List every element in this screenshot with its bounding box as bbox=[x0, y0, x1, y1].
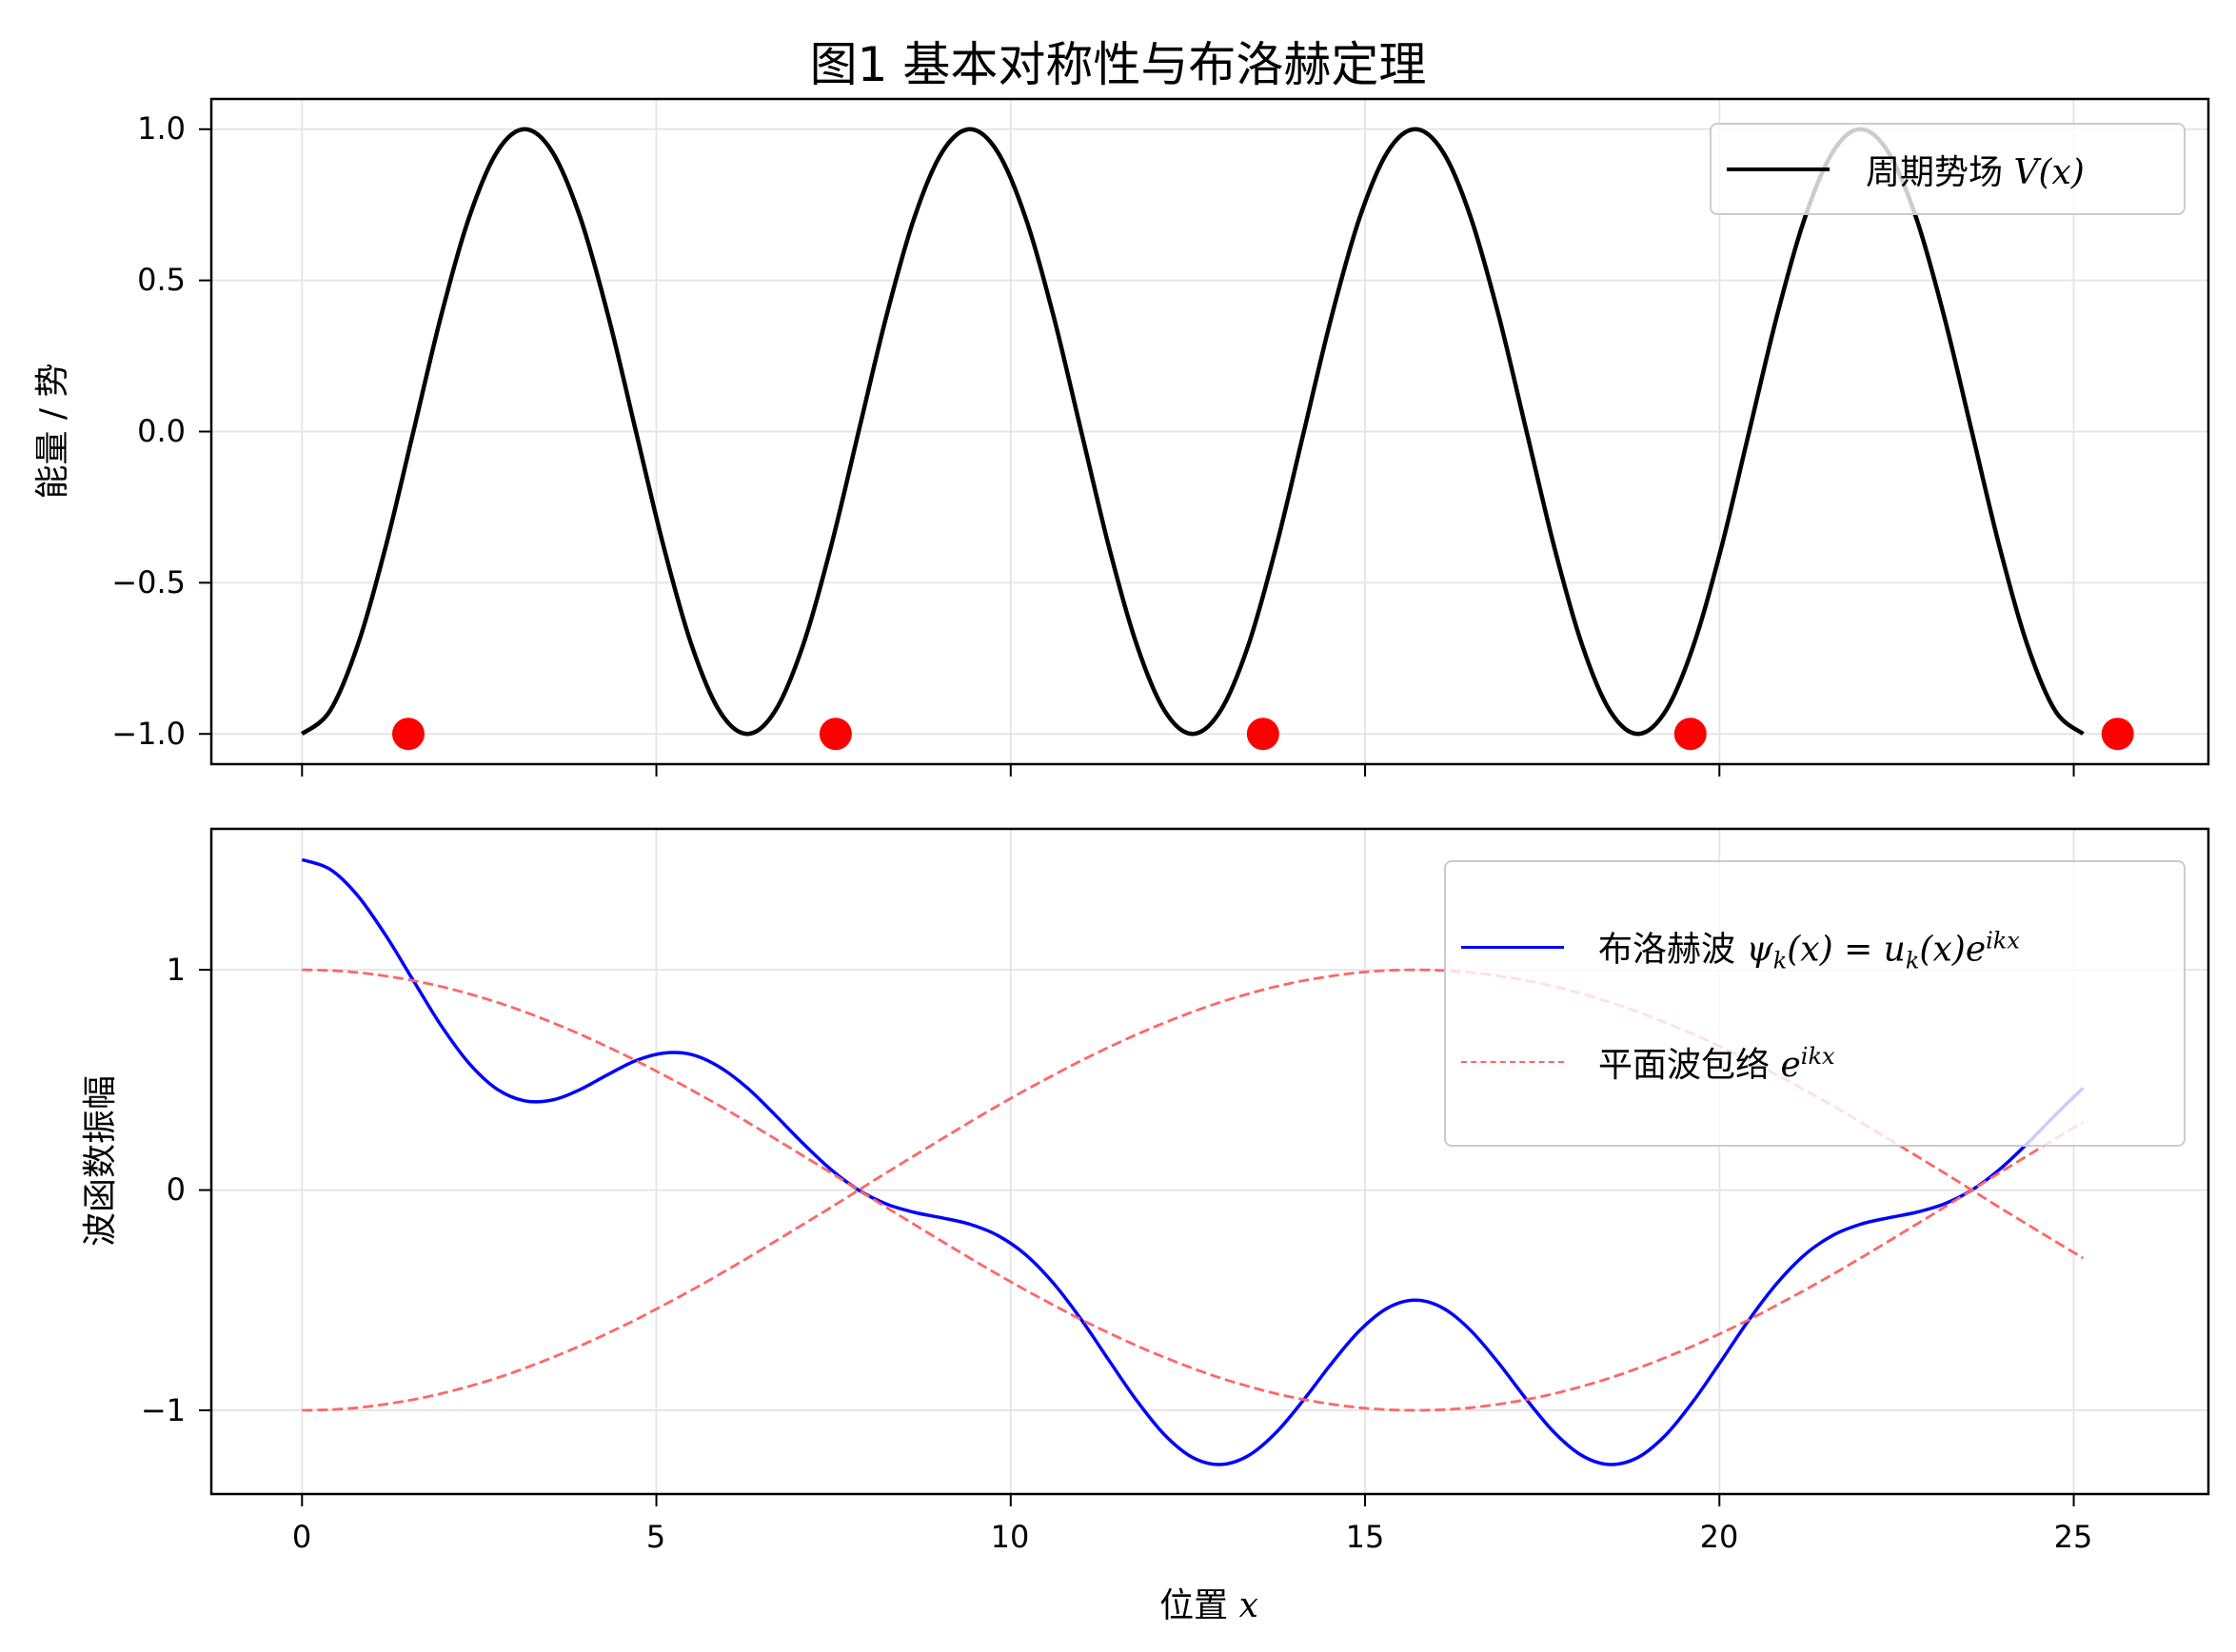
axes-frame bbox=[209, 827, 2210, 1496]
legend-entry-plane-wave: 平面波包络 eikx bbox=[1446, 1033, 2184, 1091]
bottom-xlabel: 位置 x bbox=[1159, 1586, 1258, 1625]
atom-marker bbox=[391, 718, 425, 751]
bottom-ytick-label: 1 bbox=[166, 952, 186, 988]
top-ylabel: 能量 / 势 bbox=[33, 363, 72, 500]
legend-math: eikx bbox=[1780, 1043, 1835, 1085]
legend-line-black bbox=[1727, 167, 1830, 171]
xtick-label: 20 bbox=[1699, 1519, 1739, 1555]
top-ytick-label: 0.5 bbox=[137, 262, 186, 298]
xtick-label: 25 bbox=[2053, 1519, 2093, 1555]
bottom-ytick-label: −1 bbox=[140, 1392, 186, 1428]
atom-marker bbox=[819, 718, 852, 751]
data-series-line bbox=[300, 127, 2085, 737]
legend-line-blue bbox=[1461, 946, 1564, 949]
xtick-label: 15 bbox=[1345, 1519, 1385, 1555]
legend-label: 周期势场 V(x) bbox=[1866, 153, 2085, 192]
legend-math: ψk(x) = uk(x)eikx bbox=[1746, 927, 2020, 974]
legend-math: V(x) bbox=[2013, 153, 2085, 192]
atom-marker bbox=[2101, 718, 2134, 751]
xtick-label: 10 bbox=[990, 1519, 1030, 1555]
top-ytick-label: 1.0 bbox=[137, 110, 186, 147]
atom-marker bbox=[1246, 718, 1279, 751]
top-ytick-label: 0.0 bbox=[137, 413, 186, 449]
top-ytick-label: −0.5 bbox=[111, 564, 186, 600]
plot-area bbox=[300, 127, 2134, 751]
data-series-line bbox=[301, 857, 2085, 1466]
legend-entry-bloch-wave: 布洛赫波 ψk(x) = uk(x)eikx bbox=[1446, 919, 2184, 976]
top-ytick-label: −1.0 bbox=[111, 716, 186, 752]
bottom-legend: 布洛赫波 ψk(x) = uk(x)eikx 平面波包络 eikx bbox=[1444, 860, 2186, 1147]
xtick-label: 0 bbox=[291, 1519, 312, 1555]
top-legend: 周期势场 V(x) bbox=[1710, 123, 2186, 215]
legend-line-red-dashed bbox=[1461, 1061, 1564, 1063]
atom-marker bbox=[1673, 718, 1707, 751]
bottom-ytick-label: 0 bbox=[166, 1171, 186, 1208]
legend-label: 平面波包络 eikx bbox=[1598, 1043, 1835, 1085]
xtick-label: 5 bbox=[645, 1519, 666, 1555]
figure-title: 图1 基本对称性与布洛赫定理 bbox=[809, 37, 1427, 92]
bottom-ylabel: 波函数振幅 bbox=[81, 1074, 120, 1248]
data-series-line bbox=[302, 968, 2085, 1412]
legend-entry-potential: 周期势场 V(x) bbox=[1712, 141, 2184, 198]
legend-label: 布洛赫波 ψk(x) = uk(x)eikx bbox=[1598, 927, 2020, 974]
